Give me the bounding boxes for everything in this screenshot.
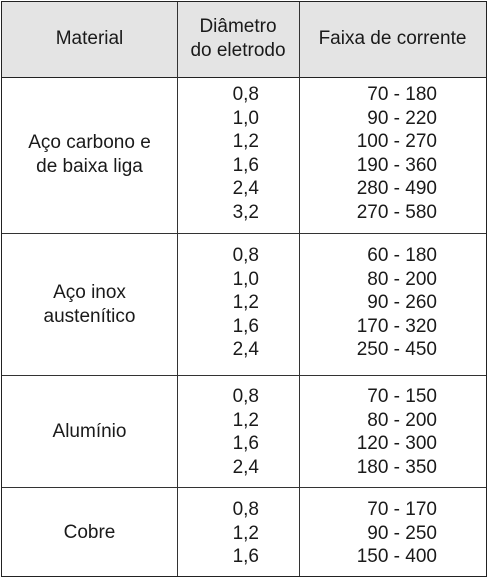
diameter-cell: 3,2	[232, 201, 259, 223]
diameter-cell: 0,8	[232, 499, 259, 520]
current-cell: 70 - 180	[367, 84, 437, 105]
diameter-cell: 1,0	[232, 107, 259, 129]
current-cell: 70 - 170	[367, 499, 437, 520]
material-label-line: de baixa liga	[36, 156, 143, 177]
current-cell: 250 - 450	[356, 339, 437, 360]
current-cell: 70 - 150	[367, 386, 437, 407]
table-row: 2,4 180 - 350	[2, 456, 486, 480]
diameter-cell: 1,6	[232, 546, 259, 567]
material-label-line: Alumínio	[52, 420, 127, 442]
material-label-line: Aço inox	[53, 281, 126, 303]
table-row: 1,6 170 - 320	[2, 315, 486, 339]
material-cell: Aço carbono e de baixa liga	[2, 77, 177, 233]
table-group-carbon-steel: Aço carbono e de baixa liga 0,8 70 - 180 …	[2, 77, 486, 234]
table-group-stainless-steel: Aço inox austenítico 0,8 60 - 180 1,0 80 -…	[2, 234, 486, 376]
diameter-cell: 0,8	[232, 386, 259, 407]
material-cell: Aço inox austenítico	[2, 234, 177, 375]
table-group-copper: Cobre 0,8 70 - 170 1,2 90 - 250 1,6 150 - 4…	[2, 488, 486, 577]
diameter-cell: 1,2	[232, 292, 259, 313]
table-row: 1,6 190 - 360	[2, 154, 486, 178]
table-row: 1,2 100 - 270	[2, 130, 486, 154]
material-label-line: austenítico	[43, 305, 136, 327]
table-row: 2,4 280 - 490	[2, 177, 486, 201]
header-diameter: Diâmetro do eletrodo	[190, 16, 286, 61]
table-row: 1,6 120 - 300	[2, 432, 486, 456]
current-cell: 80 - 200	[367, 268, 437, 290]
diameter-cell: 1,2	[232, 131, 259, 152]
table-row: 3,2 270 - 580	[2, 201, 486, 225]
diameter-cell: 1,6	[232, 315, 259, 337]
current-cell: 150 - 400	[356, 546, 437, 567]
table-row: 1,0 90 - 220	[2, 107, 486, 131]
current-cell: 190 - 360	[356, 154, 437, 176]
material-cell: Alumínio	[2, 376, 177, 487]
current-cell: 90 - 260	[367, 292, 437, 313]
current-cell: 90 - 220	[367, 107, 437, 129]
table-row: 0,8 70 - 170	[2, 498, 486, 522]
material-label-line: Aço carbono e	[28, 132, 151, 153]
column-divider	[299, 2, 300, 576]
current-cell: 270 - 580	[356, 201, 437, 223]
table-row: 1,2 90 - 260	[2, 291, 486, 315]
diameter-cell: 1,2	[232, 522, 259, 544]
table-row: 0,8 70 - 150	[2, 385, 486, 409]
table-row: 2,4 250 - 450	[2, 338, 486, 362]
current-cell: 180 - 350	[356, 456, 437, 478]
material-label-line: Cobre	[63, 521, 116, 543]
diameter-cell: 1,6	[232, 433, 259, 454]
header-current: Faixa de corrente	[318, 28, 467, 49]
table-header: Material Diâmetro do eletrodo Faixa de c…	[2, 2, 486, 78]
table-group-aluminum: Alumínio 0,8 70 - 150 1,2 80 - 200 1,6 120 …	[2, 376, 486, 488]
column-divider	[177, 2, 178, 576]
table-row: 1,0 80 - 200	[2, 268, 486, 292]
diameter-cell: 1,2	[232, 409, 259, 431]
current-cell: 170 - 320	[356, 315, 437, 337]
current-cell: 90 - 250	[367, 522, 437, 544]
table-row: 0,8 60 - 180	[2, 244, 486, 268]
diameter-cell: 0,8	[232, 245, 259, 266]
diameter-cell: 2,4	[232, 178, 259, 199]
current-cell: 80 - 200	[367, 409, 437, 431]
diameter-cell: 2,4	[232, 456, 259, 478]
table-row: 1,6 150 - 400	[2, 545, 486, 569]
current-cell: 280 - 490	[356, 178, 437, 199]
diameter-cell: 1,6	[232, 154, 259, 176]
current-cell: 100 - 270	[356, 131, 437, 152]
current-cell: 120 - 300	[356, 433, 437, 454]
table-row: 1,2 90 - 250	[2, 522, 486, 546]
current-cell: 60 - 180	[367, 245, 437, 266]
table-row: 0,8 70 - 180	[2, 83, 486, 107]
diameter-cell: 2,4	[232, 339, 259, 360]
diameter-cell: 0,8	[232, 84, 259, 105]
table-row: 1,2 80 - 200	[2, 409, 486, 433]
diameter-cell: 1,0	[232, 268, 259, 290]
material-cell: Cobre	[2, 488, 177, 577]
header-material: Material	[55, 28, 124, 49]
